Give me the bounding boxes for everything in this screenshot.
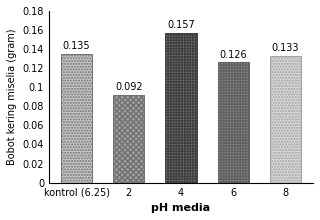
Bar (61, 54, 92, 183)
Bar (113, 95, 144, 183)
X-axis label: pH media: pH media (151, 203, 211, 213)
Bar (270, 56, 301, 183)
Y-axis label: Bobot kering miselia (gram): Bobot kering miselia (gram) (7, 29, 17, 165)
Text: 0.133: 0.133 (272, 43, 299, 53)
Text: 0.157: 0.157 (167, 20, 195, 30)
Text: 0.092: 0.092 (115, 82, 142, 92)
Bar (218, 62, 249, 183)
Text: 0.135: 0.135 (63, 41, 90, 51)
Text: 0.126: 0.126 (219, 50, 247, 60)
Bar (165, 33, 196, 183)
